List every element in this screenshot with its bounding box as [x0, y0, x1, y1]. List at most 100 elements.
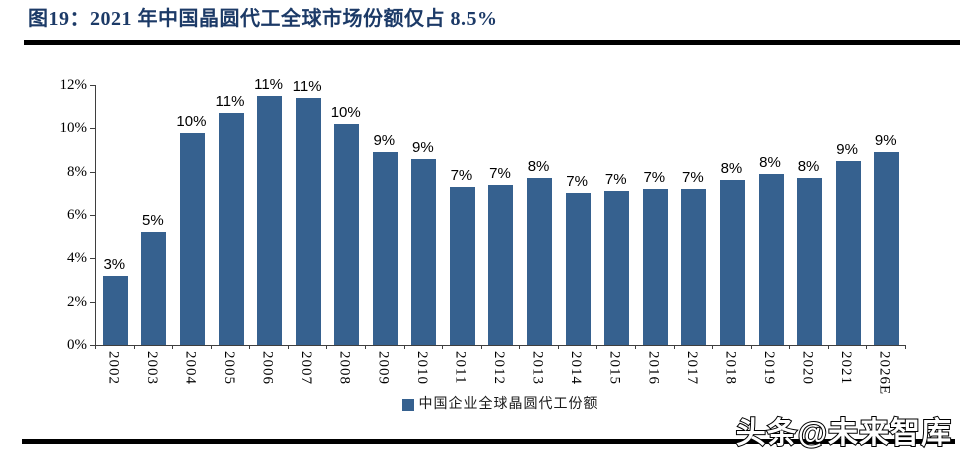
bar-value-label: 7% — [643, 169, 666, 186]
x-tick-label: 2008 — [336, 351, 353, 385]
bar-value-label: 7% — [604, 171, 627, 188]
plot-area — [95, 85, 906, 346]
x-axis-tick — [95, 345, 96, 349]
bar-chart: 中国企业全球晶圆代工份额 0% 2% 4% 6% 8% 10% 12% 3% 2002 5% 200… — [0, 56, 960, 426]
y-tick-label: 4% — [67, 250, 87, 267]
x-axis-tick — [481, 345, 482, 349]
y-tick-label: 10% — [59, 120, 88, 137]
bar-value-label: 8% — [527, 158, 550, 175]
x-tick-label: 2013 — [529, 351, 546, 385]
bar-2006 — [257, 96, 282, 345]
x-axis-tick — [712, 345, 713, 349]
x-axis-tick — [905, 345, 906, 349]
bar-value-label: 7% — [489, 165, 511, 182]
bar-2019 — [759, 174, 784, 345]
bar-value-label: 9% — [373, 132, 396, 149]
x-tick-label: 2002 — [105, 351, 122, 385]
x-axis-tick — [404, 345, 405, 349]
y-axis-tick — [90, 301, 95, 303]
x-tick-label: 2014 — [568, 351, 585, 385]
bar-value-label: 9% — [874, 132, 897, 149]
y-tick-label: 8% — [67, 163, 87, 180]
x-tick-label: 2017 — [683, 351, 700, 385]
bar-value-label: 8% — [759, 154, 781, 171]
x-axis-tick — [519, 345, 520, 349]
x-axis-tick — [326, 345, 327, 349]
bar-value-label: 10% — [176, 113, 207, 130]
bar-2026E — [874, 152, 899, 345]
x-tick-label: 2021 — [838, 351, 855, 385]
x-tick-label: 2019 — [761, 351, 777, 385]
bar-value-label: 5% — [142, 212, 164, 229]
bar-2016 — [643, 189, 668, 345]
x-tick-label: 2007 — [298, 351, 315, 385]
bar-value-label: 9% — [836, 141, 858, 158]
bar-value-label: 10% — [330, 104, 361, 121]
bar-2017 — [681, 189, 706, 345]
bar-2004 — [180, 133, 205, 345]
bar-value-label: 11% — [254, 76, 284, 93]
x-tick-label: 2011 — [452, 351, 469, 385]
bar-2015 — [604, 191, 629, 345]
x-axis-tick — [789, 345, 790, 349]
bar-value-label: 8% — [797, 158, 820, 175]
x-tick-label: 2003 — [143, 351, 160, 385]
bar-2011 — [450, 187, 475, 345]
y-tick-label: 0% — [67, 337, 87, 353]
x-axis-tick — [866, 345, 867, 349]
bar-2020 — [797, 178, 822, 345]
x-tick-label: 2012 — [491, 351, 507, 385]
watermark: 头条@未来智库 — [735, 416, 952, 451]
y-tick-label: 12% — [59, 77, 88, 93]
bar-2012 — [488, 185, 513, 345]
bar-2008 — [334, 124, 359, 345]
bar-value-label: 7% — [566, 173, 588, 190]
x-tick-label: 2009 — [375, 351, 392, 385]
x-axis-tick — [558, 345, 559, 349]
x-axis-tick — [635, 345, 636, 349]
x-axis-tick — [288, 345, 289, 349]
x-tick-label: 2015 — [606, 351, 623, 385]
bar-value-label: 3% — [103, 256, 126, 273]
y-axis-tick — [90, 85, 95, 86]
x-tick-label: 2026E — [876, 351, 893, 396]
legend-swatch — [401, 399, 414, 411]
x-axis-tick — [596, 345, 597, 349]
x-tick-label: 2018 — [722, 351, 739, 385]
x-tick-label: 2016 — [645, 351, 662, 385]
x-axis-tick — [249, 345, 250, 349]
x-tick-label: 2005 — [221, 351, 237, 385]
x-tick-label: 2010 — [413, 351, 430, 385]
x-axis-tick — [365, 345, 366, 349]
y-axis-tick — [90, 215, 95, 216]
y-axis-tick — [90, 171, 95, 173]
x-axis-tick — [828, 345, 829, 349]
bottom-divider — [22, 439, 955, 444]
y-axis-tick — [90, 345, 95, 346]
figure-title: 图19：2021 年中国晶圆代工全球市场份额仅占 8.5% — [28, 8, 498, 30]
bar-2002 — [103, 276, 128, 345]
bar-2018 — [720, 180, 745, 345]
bar-2009 — [373, 152, 398, 345]
x-tick-label: 2006 — [259, 351, 276, 385]
x-axis-tick — [172, 345, 173, 349]
x-axis-tick — [674, 345, 675, 349]
y-axis-tick — [90, 128, 95, 130]
x-tick-label: 2020 — [799, 351, 816, 385]
y-tick-label: 6% — [67, 207, 87, 223]
bar-2014 — [566, 193, 591, 345]
bar-value-label: 7% — [682, 169, 704, 186]
top-divider — [24, 40, 960, 45]
bar-value-label: 9% — [412, 139, 434, 156]
bar-2010 — [411, 159, 436, 345]
bar-2005 — [219, 113, 244, 345]
x-axis-tick — [442, 345, 443, 349]
bar-value-label: 11% — [215, 93, 245, 110]
x-tick-label: 2004 — [182, 351, 199, 385]
x-axis-tick — [211, 345, 212, 349]
bar-value-label: 8% — [720, 160, 743, 177]
legend-label: 中国企业全球晶圆代工份额 — [418, 397, 599, 412]
bar-value-label: 7% — [450, 167, 473, 184]
chart-legend: 中国企业全球晶圆代工份额 — [95, 395, 905, 415]
